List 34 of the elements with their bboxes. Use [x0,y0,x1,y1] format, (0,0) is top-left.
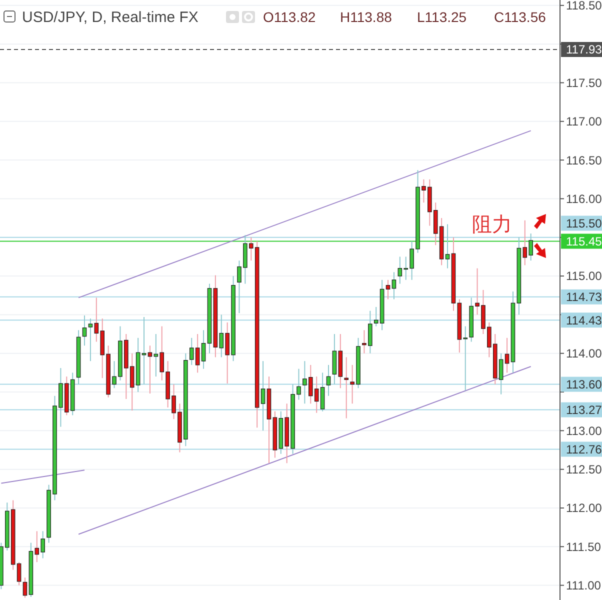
y-tick-label: 112.50 [566,462,602,477]
y-tick-label: 116.50 [566,153,602,168]
y-tick-label: 115.00 [566,269,602,284]
y-tick-label: 117.00 [566,114,602,129]
candlestick [201,330,206,370]
candlestick [82,314,87,346]
y-tick-label: 116.00 [566,192,602,206]
ref-line-label: 114.73 [566,290,602,304]
candlestick [142,316,146,385]
annotation: L113.25 [417,9,467,25]
y-tick-label: 114.00 [566,346,602,361]
ref-line-label: 115.50 [566,216,602,230]
y-tick-label: 117.50 [566,76,602,90]
y-tick-label: 111.50 [566,540,602,554]
candlestick [392,272,396,300]
ref-line-label: 114.43 [566,313,602,328]
ref-line-label: 113.60 [566,377,602,392]
annotation: O113.82 [263,9,316,25]
y-tick-label: 112.00 [566,501,602,516]
text: USD/JPY, D, Real-time FX [22,9,198,26]
ref-line-label: 112.76 [566,442,602,456]
y-tick-label: 111.00 [566,578,602,593]
annotation: 阻力 [472,214,512,236]
candlestick [344,356,348,419]
ref-line-label: 117.93 [566,42,602,57]
annotation: C113.56 [494,9,546,25]
candlestick [386,279,390,300]
y-tick-label: 113.00 [566,424,602,438]
ref-line-label: 113.27 [566,402,602,417]
candlestick [22,577,28,598]
candlestick [326,364,331,396]
y-tick-label: 118.50 [566,0,602,13]
annotation: H113.88 [340,9,392,25]
ref-line-label: 115.45 [566,234,602,248]
